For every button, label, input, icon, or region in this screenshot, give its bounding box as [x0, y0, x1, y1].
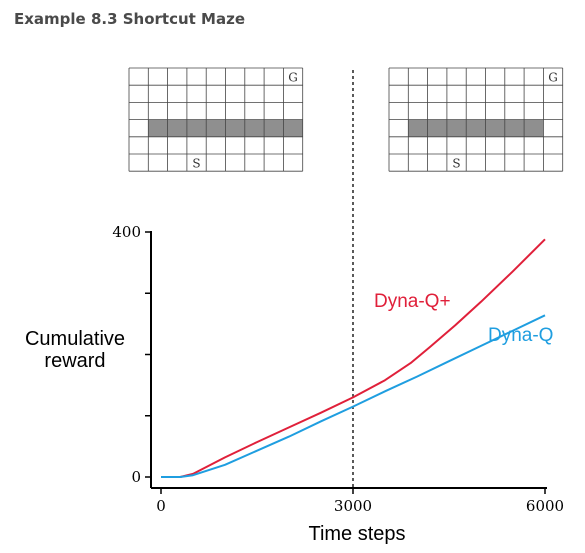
maze-1: GS: [128, 67, 304, 172]
maze-wall: [408, 119, 544, 137]
y-axis-label-line-1: Cumulative: [25, 328, 125, 350]
series-line-dyna-q: [161, 314, 546, 478]
maze-2: GS: [388, 67, 564, 172]
chart: 0 3000 6000 0 400 Dyna-Q+ Dyna-Q Cumulative r…: [25, 70, 564, 545]
y-tick-label: 400: [112, 223, 141, 241]
page-heading: Example 8.3 Shortcut Maze: [14, 10, 246, 28]
y-axis-label-line-2: reward: [44, 350, 105, 372]
x-tick-label: 0: [156, 497, 166, 515]
series-line-dyna-q-: [161, 238, 546, 478]
maze-goal-label: G: [288, 70, 298, 84]
maze-start-label: S: [192, 156, 200, 170]
maze-start-label: S: [452, 156, 460, 170]
series-label: Dyna-Q+: [374, 291, 451, 312]
maze-goal-label: G: [548, 70, 558, 84]
series-label: Dyna-Q: [488, 325, 553, 346]
x-tick-label: 3000: [334, 497, 372, 515]
ticks: 0 3000 6000 0 400: [112, 223, 564, 515]
y-tick-label: 0: [131, 468, 141, 486]
series: Dyna-Q+ Dyna-Q: [161, 238, 553, 478]
x-axis-label: Time steps: [308, 523, 405, 545]
x-tick-label: 6000: [526, 497, 564, 515]
